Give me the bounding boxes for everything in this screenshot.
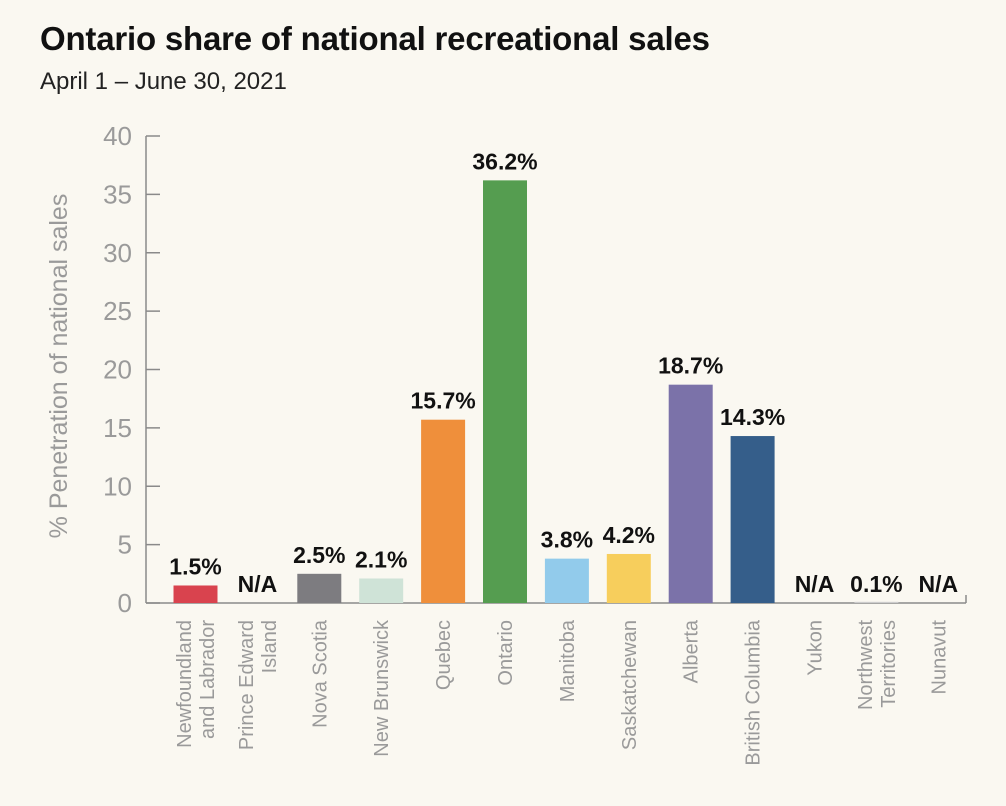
data-label: 2.1% bbox=[355, 546, 407, 572]
y-tick-label: 40 bbox=[103, 121, 132, 151]
category-label: Yukon bbox=[805, 620, 827, 676]
bar bbox=[730, 436, 775, 603]
data-label: N/A bbox=[918, 571, 958, 597]
chart-subtitle: April 1 – June 30, 2021 bbox=[40, 68, 287, 95]
category-label: Saskatchewan bbox=[619, 620, 641, 750]
data-label: 2.5% bbox=[293, 542, 345, 568]
category-label: Ontario bbox=[495, 620, 517, 686]
bar bbox=[297, 573, 342, 603]
bar bbox=[483, 180, 527, 604]
chart-title: Ontario share of national recreational s… bbox=[40, 20, 710, 57]
data-label: 18.7% bbox=[658, 353, 723, 379]
bar bbox=[606, 553, 651, 603]
category-label: Prince EdwardIsland bbox=[236, 620, 281, 750]
category-label: Nunavut bbox=[928, 620, 950, 695]
bar bbox=[359, 578, 404, 603]
category-label: Manitoba bbox=[557, 619, 579, 702]
y-tick-label: 20 bbox=[103, 355, 132, 385]
data-label: 36.2% bbox=[472, 148, 537, 174]
y-tick-label: 15 bbox=[103, 413, 132, 443]
bar bbox=[421, 419, 466, 603]
y-tick-label: 5 bbox=[118, 530, 132, 560]
category-label: Quebec bbox=[433, 620, 455, 690]
y-axis-label: % Penetration of national sales bbox=[45, 194, 73, 539]
bar bbox=[854, 601, 899, 603]
category-label: British Columbia bbox=[743, 619, 765, 765]
data-label: N/A bbox=[795, 571, 835, 597]
category-label: Newfoundlandand Labrador bbox=[174, 620, 219, 748]
category-label: Nova Scotia bbox=[309, 619, 331, 728]
category-label: Alberta bbox=[681, 619, 703, 683]
category-label: New Brunswick bbox=[371, 619, 393, 757]
y-tick-label: 30 bbox=[103, 238, 132, 268]
bar bbox=[544, 558, 589, 603]
y-tick-label: 25 bbox=[103, 296, 132, 326]
y-tick-label: 0 bbox=[118, 588, 132, 618]
data-label: 0.1% bbox=[850, 571, 902, 597]
data-label: 15.7% bbox=[410, 388, 475, 414]
bar bbox=[668, 384, 713, 603]
data-label: N/A bbox=[238, 571, 278, 597]
y-tick-label: 35 bbox=[103, 179, 132, 209]
y-tick-label: 10 bbox=[103, 471, 132, 501]
data-label: 4.2% bbox=[603, 522, 655, 548]
data-label: 1.5% bbox=[169, 553, 221, 579]
data-label: 3.8% bbox=[541, 527, 593, 553]
bar bbox=[173, 585, 218, 603]
data-label: 14.3% bbox=[720, 404, 785, 430]
category-label: NorthwestTerritories bbox=[855, 620, 900, 710]
